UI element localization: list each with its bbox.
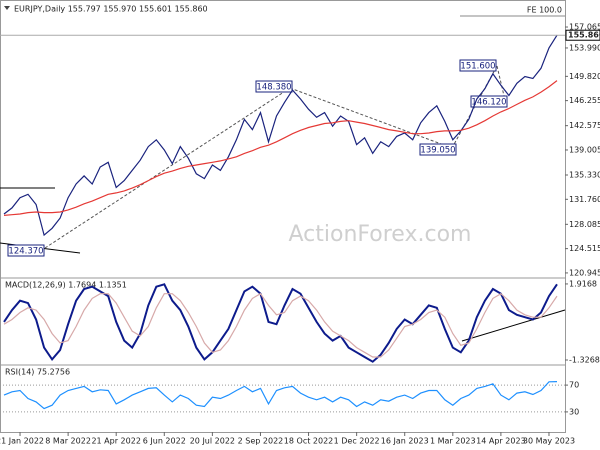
- series-line: [3, 381, 558, 410]
- trend-line: [496, 65, 506, 101]
- y-tick-label: 157.065: [569, 23, 600, 32]
- x-tick-label: 8 Mar 2022: [45, 437, 91, 446]
- annotation: 139.050: [419, 143, 457, 156]
- y-tick-label: 30: [569, 407, 579, 416]
- annotation-box: [459, 59, 497, 72]
- last-price-box: [565, 29, 600, 41]
- annotation-box: [255, 80, 293, 93]
- y-tick-label: 120.945: [569, 268, 600, 277]
- rsi-title: RSI(14) 75.2756: [5, 368, 70, 377]
- annotation: 148.380: [255, 80, 293, 93]
- annotation-label: 148.380: [256, 83, 291, 93]
- y-tick-label: 135.330: [569, 170, 600, 179]
- x-tick-label: 21 Apr 2022: [91, 437, 140, 446]
- fe-label: FE 100.0: [527, 6, 562, 15]
- series-line: [3, 80, 558, 216]
- y-tick-label: 70: [569, 381, 579, 390]
- y-tick-label: 139.005: [569, 145, 600, 154]
- y-tick-label: 153.990: [569, 43, 600, 52]
- y-tick-label: 128.085: [569, 220, 600, 229]
- annotation-label: 139.050: [420, 146, 455, 156]
- x-tick-label: 16 Jan 2023: [381, 437, 429, 446]
- annotation-label: 151.600: [460, 62, 495, 72]
- x-tick-label: 21 Jan 2022: [0, 437, 44, 446]
- y-tick-label: 124.515: [569, 244, 600, 253]
- x-tick-label: 20 Jul 2022: [190, 437, 235, 446]
- trend-line: [289, 87, 453, 149]
- series-line: [3, 292, 558, 358]
- trend-line: [44, 87, 291, 249]
- series-line: [3, 34, 558, 237]
- y-tick-label: 1.9168: [569, 279, 597, 288]
- series-line: [3, 283, 558, 363]
- annotation-box: [419, 143, 457, 156]
- annotation-box: [7, 244, 45, 257]
- x-tick-label: 14 Apr 2023: [476, 437, 525, 446]
- annotation-label: 124.370: [8, 247, 43, 257]
- x-tick-label: 30 May 2023: [523, 437, 575, 446]
- x-tick-label: 1 Dec 2022: [334, 437, 380, 446]
- header-arrow: [4, 6, 10, 10]
- annotation-box: [470, 95, 508, 108]
- plot-frame: [0, 0, 566, 433]
- macd-title: MACD(12,26,9) 1.7694 1.1351: [5, 281, 127, 290]
- y-tick-label: 146.255: [569, 96, 600, 105]
- watermark: ActionForex.com: [289, 222, 472, 247]
- y-tick-label: 131.760: [569, 195, 600, 204]
- annotation: 124.370: [7, 244, 45, 257]
- y-tick-label: -1.3268: [569, 356, 600, 365]
- x-tick-label: 2 Sep 2022: [238, 437, 284, 446]
- chart-header: EURJPY,Daily 155.797 155.970 155.601 155…: [14, 5, 208, 14]
- y-tick-label: 142.575: [569, 121, 600, 130]
- x-tick-label: 6 Jun 2022: [143, 437, 186, 446]
- x-tick-label: 1 Mar 2023: [430, 437, 476, 446]
- annotation-label: 146.120: [471, 98, 506, 108]
- annotation: 146.120: [470, 95, 508, 108]
- trend-line: [461, 309, 566, 342]
- last-price-label: 155.860: [568, 31, 600, 40]
- y-tick-label: 149.820: [569, 72, 600, 81]
- annotation: 151.600: [459, 59, 497, 72]
- x-tick-label: 18 Oct 2022: [284, 437, 333, 446]
